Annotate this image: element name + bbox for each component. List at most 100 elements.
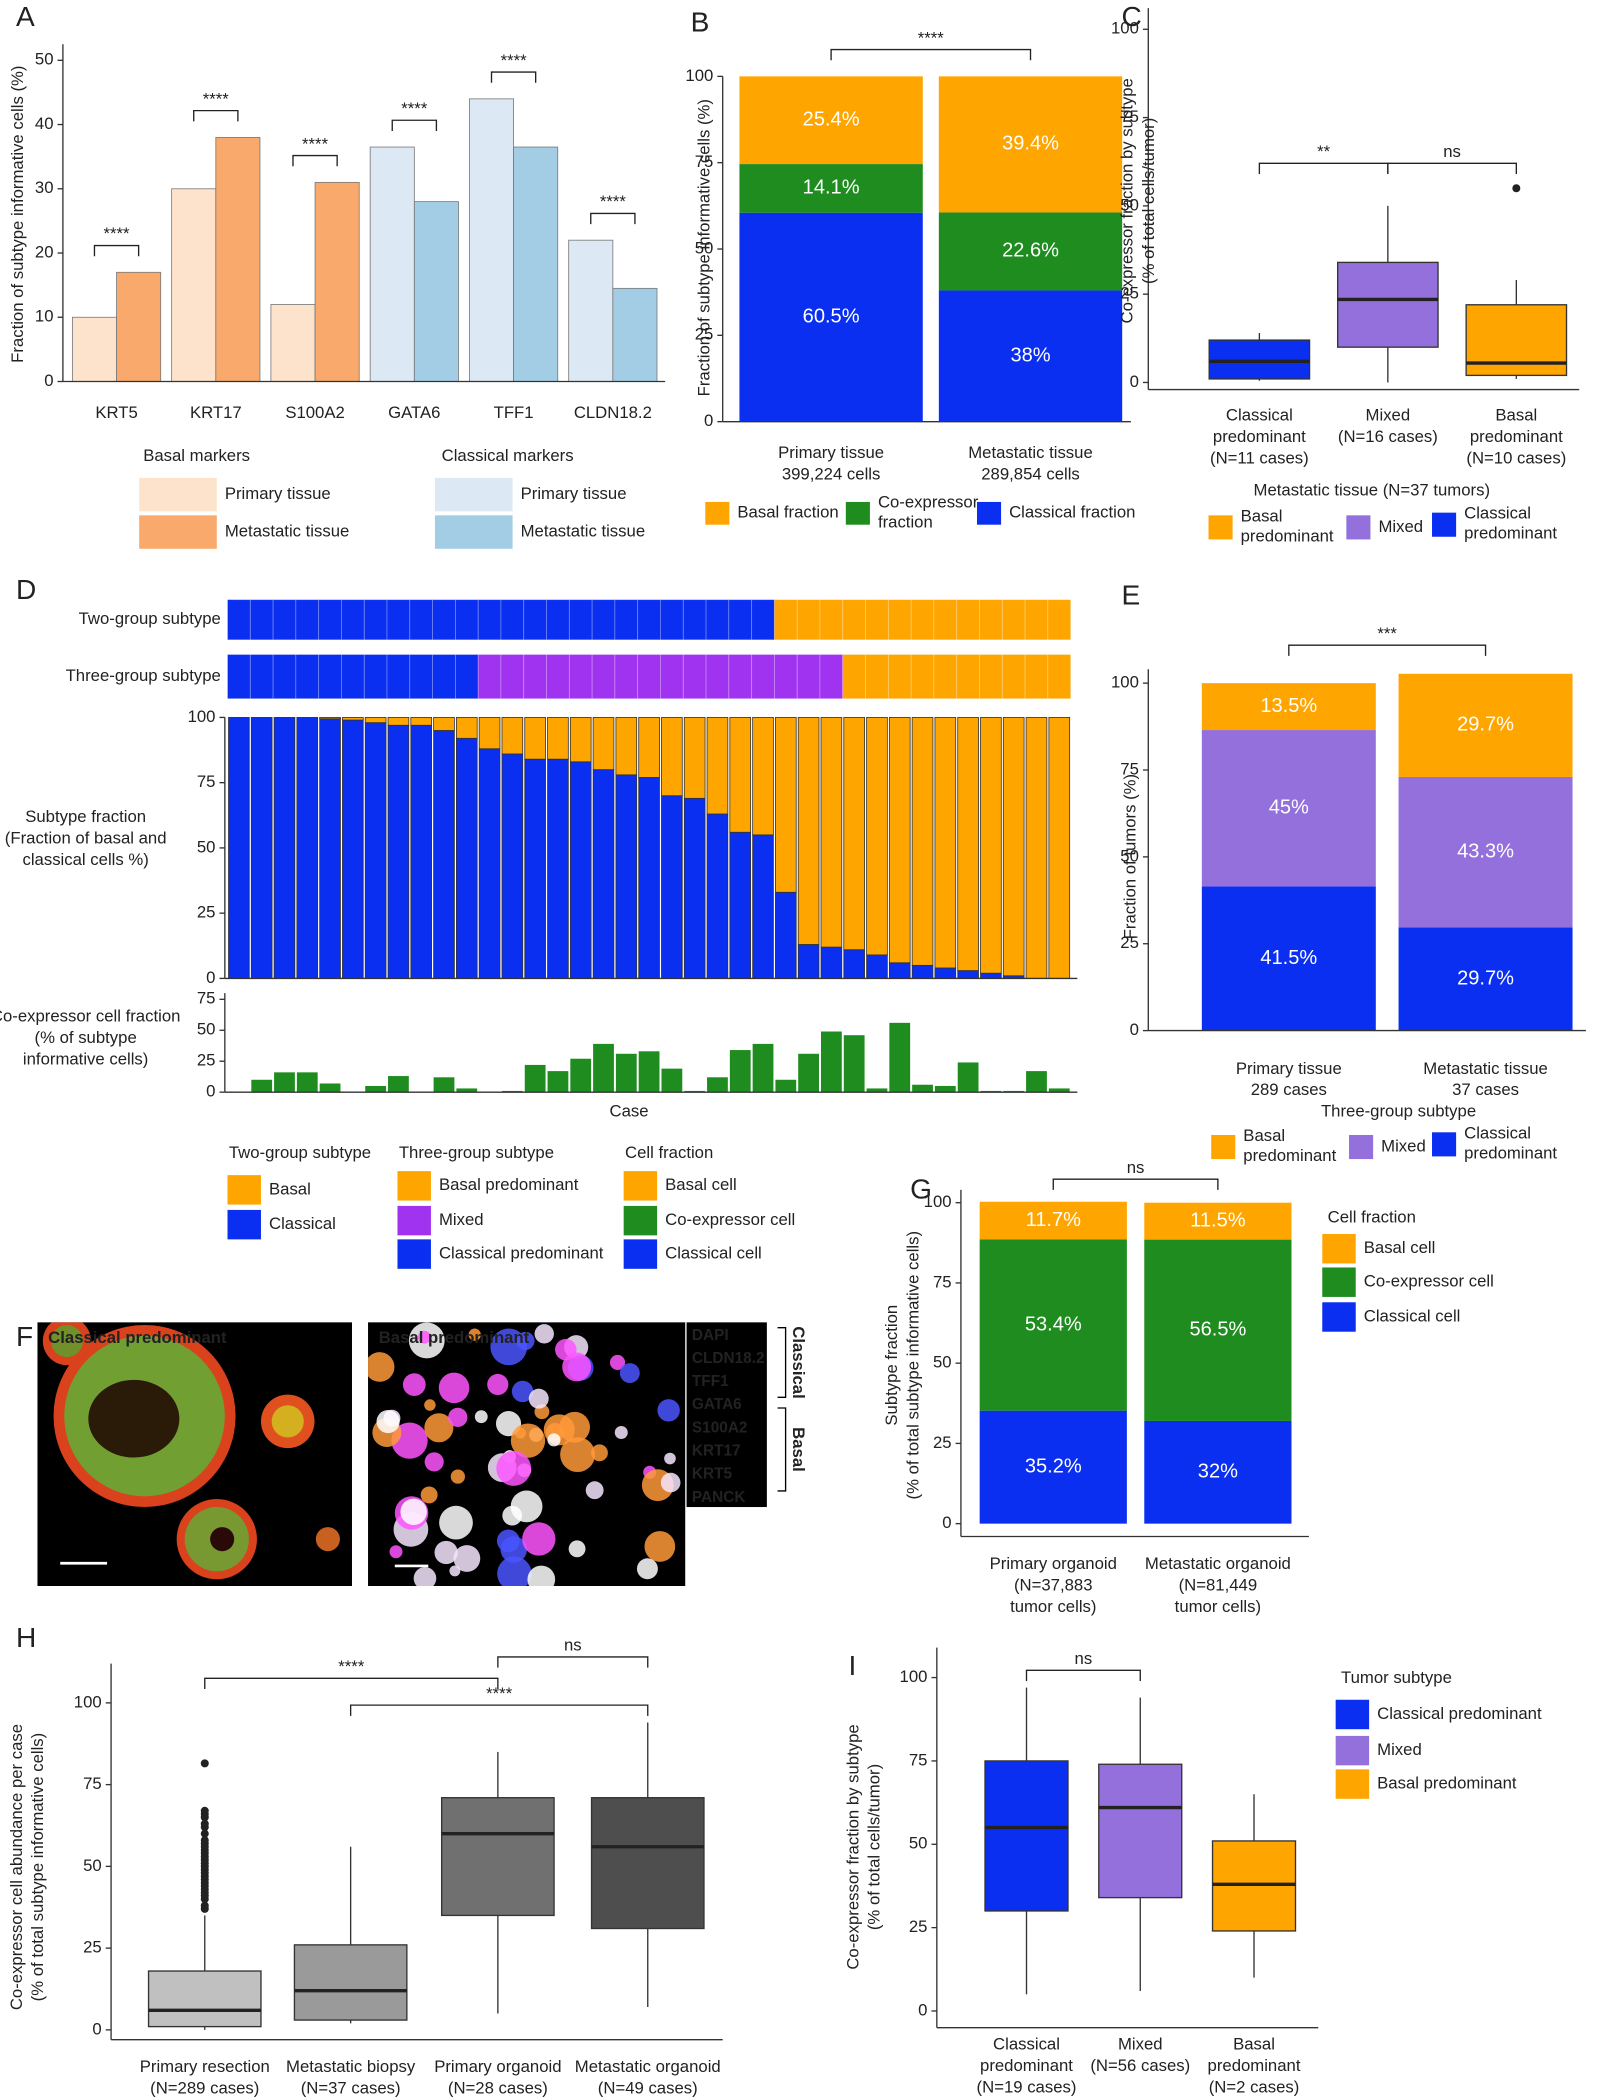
significance-label: ns: [1443, 142, 1461, 161]
bar-segment: [547, 758, 569, 979]
y-tick-label: 25: [933, 1433, 952, 1452]
subtype-tile: [386, 654, 411, 700]
subtype-tile: [774, 599, 798, 641]
bar-segment: [638, 717, 660, 778]
y-axis-label: (% of total cells/tumor): [865, 1764, 884, 1930]
legend-label: Basal: [269, 1179, 311, 1198]
marker-label: KRT5: [692, 1466, 733, 1483]
panel-label: C: [1122, 1, 1142, 32]
bar-segment: [455, 737, 478, 979]
subtype-tile: [272, 654, 297, 700]
y-tick-label: 50: [35, 50, 54, 69]
legend-label: Basal fraction: [737, 503, 838, 522]
x-tick-label: predominant: [1213, 427, 1306, 446]
subtype-tile: [865, 599, 889, 641]
x-tick-label: Metastatic biopsy: [286, 2057, 416, 2076]
legend-label: Co-expressor cell: [665, 1210, 795, 1229]
cell: [568, 1540, 586, 1558]
bar-segment: [1201, 730, 1376, 887]
subtype-tile: [728, 599, 753, 641]
cell: [376, 1409, 400, 1434]
significance-bracket: [204, 1677, 499, 1690]
subtype-tile: [272, 599, 297, 641]
x-tick-label: Basal: [1233, 2034, 1275, 2053]
bar-segment: [569, 717, 592, 763]
x-tick-label: (N=2 cases): [1209, 2077, 1300, 2096]
x-tick-label: Primary tissue: [778, 443, 884, 462]
bar-segment: [501, 753, 524, 979]
cell: [487, 1373, 509, 1396]
y-tick-label: 0: [1130, 1020, 1139, 1039]
bar-segment: [661, 717, 683, 797]
bar-segment: [1201, 886, 1376, 1031]
panel-label: G: [910, 1174, 932, 1205]
subtype-tile: [637, 654, 661, 700]
bar: [71, 316, 117, 382]
cell: [528, 1388, 549, 1409]
bar-segment: [866, 954, 888, 979]
significance-label: **: [1317, 142, 1331, 161]
subtype-tile: [682, 599, 707, 641]
subtype-tile: [1024, 599, 1049, 641]
subtype-tile: [660, 599, 684, 641]
x-tick-label: (N=56 cases): [1090, 2056, 1190, 2075]
x-tick-label: Classical: [993, 2034, 1060, 2053]
bar: [469, 98, 514, 382]
image-label: Classical predominant: [48, 1328, 227, 1347]
coexpressor-bar: [775, 1079, 797, 1093]
subtype-tile: [568, 654, 593, 700]
subtype-tile: [363, 654, 388, 700]
subtype-tile: [591, 599, 616, 641]
y-tick-label: 0: [942, 1513, 951, 1532]
significance-label: ****: [401, 99, 428, 118]
bar-segment: [775, 717, 797, 893]
coexpressor-bar: [456, 1088, 478, 1093]
cell: [389, 1545, 403, 1559]
y-tick-label: 50: [695, 238, 714, 257]
y-tick-label: 75: [83, 1774, 102, 1793]
cell: [511, 1380, 534, 1403]
image-label: Basal predominant: [379, 1328, 530, 1347]
bar-segment: [342, 717, 364, 721]
significance-bracket: [292, 154, 338, 167]
bar-segment: [752, 717, 774, 836]
cell: [448, 1407, 468, 1428]
cell: [660, 1472, 681, 1493]
legend-swatch: [434, 477, 513, 512]
cell: [434, 1540, 458, 1565]
subtype-tile: [774, 654, 798, 700]
x-tick-label: Metastatic tissue: [1423, 1059, 1548, 1078]
marker-label: DAPI: [692, 1327, 729, 1344]
significance-label: ****: [104, 224, 131, 243]
significance-bracket: [830, 48, 1032, 61]
bar-segment: [683, 797, 706, 979]
subtype-tile: [956, 599, 980, 641]
significance-bracket: [497, 1656, 649, 1668]
x-axis-label: Three-group subtype: [1321, 1102, 1476, 1121]
significance-label: ****: [600, 192, 627, 211]
bar-segment: [547, 717, 569, 760]
bar-segment: [592, 717, 615, 771]
legend-title: Classical markers: [442, 446, 574, 465]
legend-swatch: [1322, 1234, 1356, 1264]
x-tick-label: predominant: [1470, 427, 1563, 446]
bar: [513, 146, 559, 382]
subtype-tile: [341, 654, 365, 700]
bar-segment: [888, 717, 911, 964]
y-axis-label: Subtype fraction: [25, 807, 146, 826]
legend-title: Metastatic tissue (N=37 tumors): [1254, 481, 1490, 500]
coexpressor-bar: [821, 1031, 842, 1093]
subtype-tile: [910, 654, 935, 700]
data-label: 35.2%: [1025, 1455, 1082, 1477]
y-axis-label: Fraction of subtype informative cells (%…: [8, 66, 27, 363]
significance-label: ****: [338, 1657, 365, 1676]
y-tick-label: 25: [1120, 933, 1139, 952]
subtype-tile: [933, 599, 958, 641]
significance-label: ns: [564, 1636, 582, 1655]
subtype-tile: [318, 599, 342, 641]
legend-label: Classical predominant: [439, 1244, 604, 1263]
y-axis-label: classical cells %): [22, 850, 148, 869]
box: [1336, 261, 1439, 348]
y-tick-label: 20: [35, 242, 54, 261]
x-tick-label: tumor cells): [1175, 1597, 1261, 1616]
